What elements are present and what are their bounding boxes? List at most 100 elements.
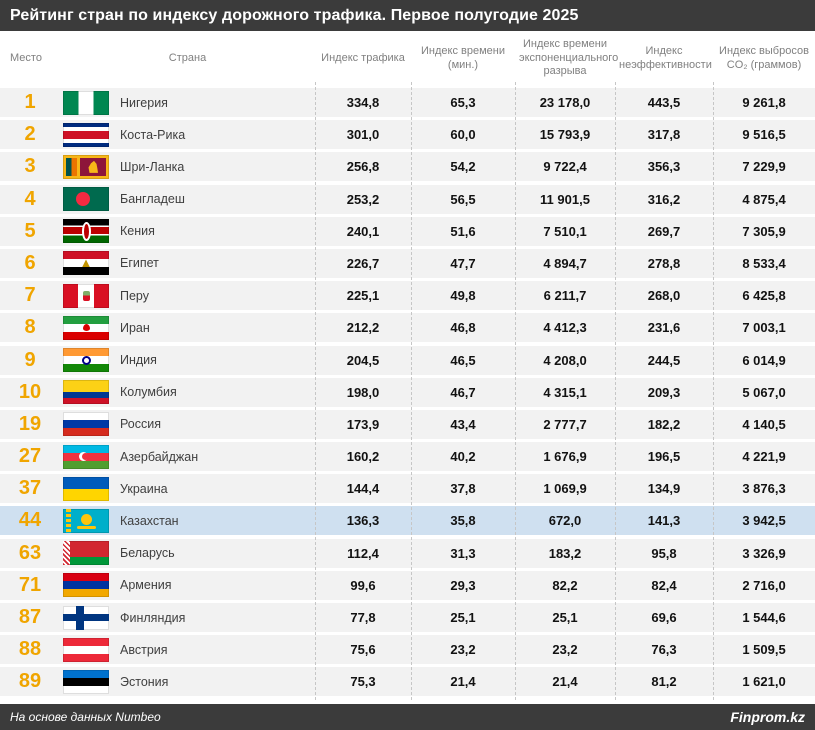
country-cell: Индия [60, 348, 315, 372]
time-index-value: 56,5 [450, 191, 476, 207]
rank-value: 6 [24, 251, 36, 274]
exp-gap-index-value: 7 510,1 [543, 223, 587, 239]
time-index-value: 54,2 [450, 159, 476, 175]
inefficiency-index-value: 356,3 [647, 159, 681, 175]
country-cell: Египет [60, 251, 315, 276]
traffic-index-value: 226,7 [346, 255, 380, 271]
country-name: Беларусь [120, 546, 175, 561]
table-header: Место Страна Индекс трафика Индекс време… [0, 31, 815, 86]
country-name: Иран [120, 320, 150, 335]
traffic-index-value: 75,3 [350, 674, 376, 690]
azerbaijan-flag-icon [63, 444, 109, 469]
rank-value: 44 [18, 509, 42, 532]
rank-value: 19 [18, 412, 42, 435]
country-cell: Россия [60, 412, 315, 437]
inefficiency-index-value: 269,7 [647, 223, 681, 239]
table-row: 19 Россия 173,9 43,4 2 777,7 182,2 4 140… [0, 409, 815, 439]
column-separator [515, 82, 516, 700]
rank-value: 88 [18, 638, 42, 661]
co2-index-value: 7 305,9 [742, 223, 786, 239]
inefficiency-index-value: 76,3 [651, 642, 677, 658]
column-separator [315, 82, 316, 700]
exp-gap-index-value: 82,2 [552, 577, 578, 593]
time-index-value: 60,0 [450, 127, 476, 143]
traffic-index-value: 136,3 [346, 513, 380, 529]
exp-gap-index-value: 4 315,1 [543, 384, 587, 400]
armenia-flag-icon [63, 573, 109, 598]
co2-index-value: 9 261,8 [742, 95, 786, 110]
country-name: Кения [120, 224, 155, 239]
co2-index-value: 1 509,5 [742, 642, 786, 658]
country-name: Финляндия [120, 610, 186, 625]
column-header-country: Страна [168, 51, 207, 64]
co2-index-value: 2 716,0 [742, 577, 786, 593]
country-cell: Финляндия [60, 605, 315, 630]
time-index-value: 43,4 [450, 416, 476, 432]
column-header-traffic: Индекс трафика [321, 51, 405, 64]
country-cell: Кения [60, 219, 315, 244]
country-name: Шри-Ланка [120, 159, 185, 174]
co2-index-value: 8 533,4 [742, 255, 786, 271]
column-header-rank: Место [10, 51, 42, 64]
exp-gap-index-value: 1 069,9 [543, 481, 587, 497]
country-name: Россия [120, 417, 161, 432]
exp-gap-index-value: 2 777,7 [543, 416, 587, 432]
table-row: 9 Индия 204,5 46,5 4 208,0 244,5 6 014,9 [0, 345, 815, 375]
traffic-index-value: 204,5 [346, 352, 380, 368]
inefficiency-index-value: 141,3 [647, 513, 681, 529]
co2-index-value: 6 014,9 [742, 352, 786, 368]
country-cell: Азербайджан [60, 444, 315, 469]
inefficiency-index-value: 81,2 [651, 674, 677, 690]
rank-value: 8 [24, 316, 36, 339]
rank-value: 87 [18, 606, 42, 628]
title-bar: Рейтинг стран по индексу дорожного трафи… [0, 0, 815, 31]
exp-gap-index-value: 1 676,9 [543, 449, 587, 465]
finland-flag-icon [63, 605, 109, 630]
costa-rica-flag-icon [63, 122, 109, 147]
traffic-index-value: 256,8 [346, 159, 380, 175]
footer-bar: На основе данных Numbeo Finprom.kz [0, 704, 815, 730]
kenya-flag-icon [63, 219, 109, 244]
exp-gap-index-value: 25,1 [552, 610, 578, 625]
time-index-value: 23,2 [450, 642, 476, 658]
bangladesh-flag-icon [63, 187, 109, 212]
co2-index-value: 7 003,1 [742, 320, 786, 336]
table-row: 5 Кения 240,1 51,6 7 510,1 269,7 7 305,9 [0, 216, 815, 246]
rank-value: 3 [24, 155, 36, 178]
traffic-index-value: 112,4 [347, 545, 379, 561]
india-flag-icon [63, 348, 109, 372]
table-row: 44 Казахстан 136,3 35,8 672,0 141,3 3 94… [0, 506, 815, 536]
country-name: Колумбия [120, 385, 177, 400]
inefficiency-index-value: 134,9 [647, 481, 681, 497]
country-name: Казахстан [120, 513, 179, 528]
co2-index-value: 4 875,4 [742, 191, 786, 207]
exp-gap-index-value: 23 178,0 [539, 95, 591, 110]
inefficiency-index-value: 244,5 [647, 352, 681, 368]
iran-flag-icon [63, 315, 109, 340]
table-row: 7 Перу 225,1 49,8 6 211,7 268,0 6 425,8 [0, 281, 815, 311]
exp-gap-index-value: 15 793,9 [539, 127, 591, 143]
exp-gap-index-value: 4 412,3 [543, 320, 587, 336]
table-row: 10 Колумбия 198,0 46,7 4 315,1 209,3 5 0… [0, 377, 815, 407]
country-cell: Иран [60, 315, 315, 340]
table-row: 37 Украина 144,4 37,8 1 069,9 134,9 3 87… [0, 474, 815, 504]
traffic-index-value: 301,0 [346, 127, 380, 143]
rank-value: 71 [18, 573, 42, 596]
time-index-value: 40,2 [450, 449, 476, 465]
table-row: 3 Шри-Ланка 256,8 54,2 9 722,4 356,3 7 2… [0, 152, 815, 182]
traffic-index-value: 99,6 [350, 577, 376, 593]
time-index-value: 31,3 [450, 545, 476, 561]
table-row: 2 Коста-Рика 301,0 60,0 15 793,9 317,8 9… [0, 120, 815, 150]
austria-flag-icon [63, 637, 109, 662]
rank-value: 27 [18, 445, 42, 468]
country-cell: Бангладеш [60, 187, 315, 212]
traffic-index-value: 334,8 [346, 95, 380, 110]
belarus-flag-icon [63, 541, 109, 566]
country-name: Австрия [120, 642, 168, 657]
inefficiency-index-value: 231,6 [647, 320, 681, 336]
country-name: Египет [120, 256, 159, 271]
country-name: Армения [120, 578, 172, 593]
colombia-flag-icon [63, 380, 109, 405]
country-cell: Нигерия [60, 90, 315, 115]
exp-gap-index-value: 23,2 [552, 642, 578, 658]
